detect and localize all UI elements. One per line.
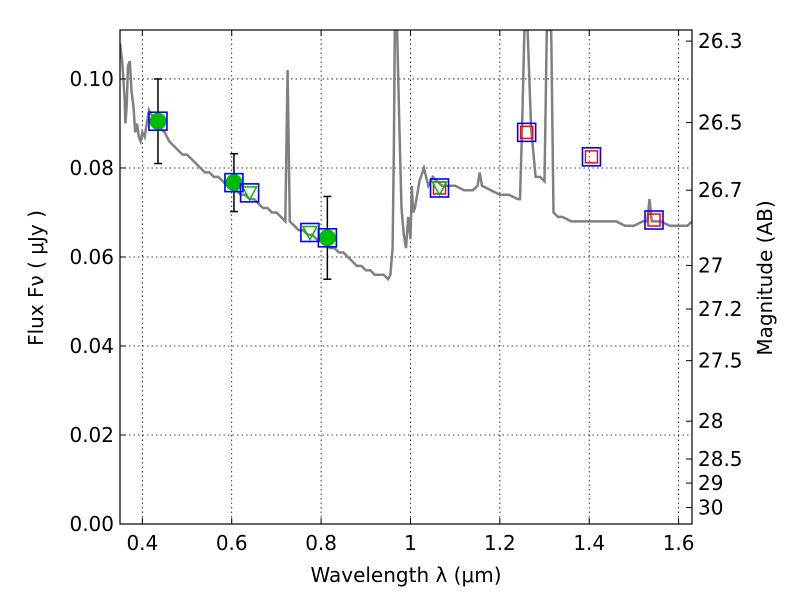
right-tick-label: 27 (698, 253, 723, 277)
y-tick-label: 0.00 (69, 512, 114, 536)
x-tick-label: 1.4 (573, 531, 605, 555)
x-tick-label: 0.4 (126, 531, 158, 555)
nondetection-marker (647, 213, 661, 227)
x-tick-label: 1 (404, 531, 417, 555)
observed-point (149, 112, 167, 130)
upper-limit-marker (431, 181, 448, 197)
right-tick-label: 26.5 (698, 111, 743, 135)
model-photometry-marker (317, 228, 338, 248)
plot-frame (119, 29, 693, 525)
x-tick-label: 1.6 (663, 531, 695, 555)
right-tick-label: 28 (698, 409, 723, 433)
x-tick-label: 1.2 (484, 531, 516, 555)
model-photometry-marker (429, 178, 450, 198)
spectrum-layer (120, 30, 692, 282)
x-tick-label: 0.8 (305, 531, 337, 555)
observed-point (318, 229, 336, 247)
data-marks (148, 78, 664, 280)
right-tick-label: 30 (698, 496, 723, 520)
right-tick-label: 27.5 (698, 349, 743, 373)
y-tick-label: 0.06 (69, 245, 114, 269)
y-tick-label: 0.02 (69, 423, 114, 447)
upper-limit-marker (241, 186, 258, 202)
right-tick-label: 26.3 (698, 29, 743, 53)
x-tick-label: 0.6 (216, 531, 248, 555)
nondetection-marker (519, 125, 534, 140)
model-photometry-marker (224, 172, 244, 193)
model-photometry-marker (581, 147, 602, 167)
y-axis-label-right: Magnitude (AB) (753, 200, 777, 355)
model-photometry-marker (644, 210, 664, 230)
x-axis-label: Wavelength λ (μm) (310, 563, 501, 587)
y-tick-label: 0.04 (69, 334, 114, 358)
right-tick-label: 27.2 (698, 297, 743, 321)
model-photometry-marker (148, 111, 168, 132)
axis-ticks: 0.4 0.6 0.8 1 1.2 1.4 1.6 0.00 0.02 0.04 0.06 0.08 0… (69, 29, 742, 555)
spectrum-line (120, 30, 692, 282)
y-tick-label: 0.10 (69, 67, 114, 91)
nondetection-marker (584, 150, 599, 164)
y-axis-label-left: Flux Fν ( μJy ) (24, 210, 48, 346)
right-tick-label: 26.7 (698, 178, 743, 202)
model-photometry-marker (516, 122, 537, 143)
upper-limit-marker (301, 225, 319, 242)
y-tick-label: 0.08 (69, 156, 114, 180)
right-tick-label: 28.5 (698, 447, 743, 471)
observed-point (225, 174, 243, 192)
model-photometry-marker (239, 183, 260, 203)
grid-lines (120, 30, 692, 525)
right-tick-label: 29 (698, 471, 723, 495)
